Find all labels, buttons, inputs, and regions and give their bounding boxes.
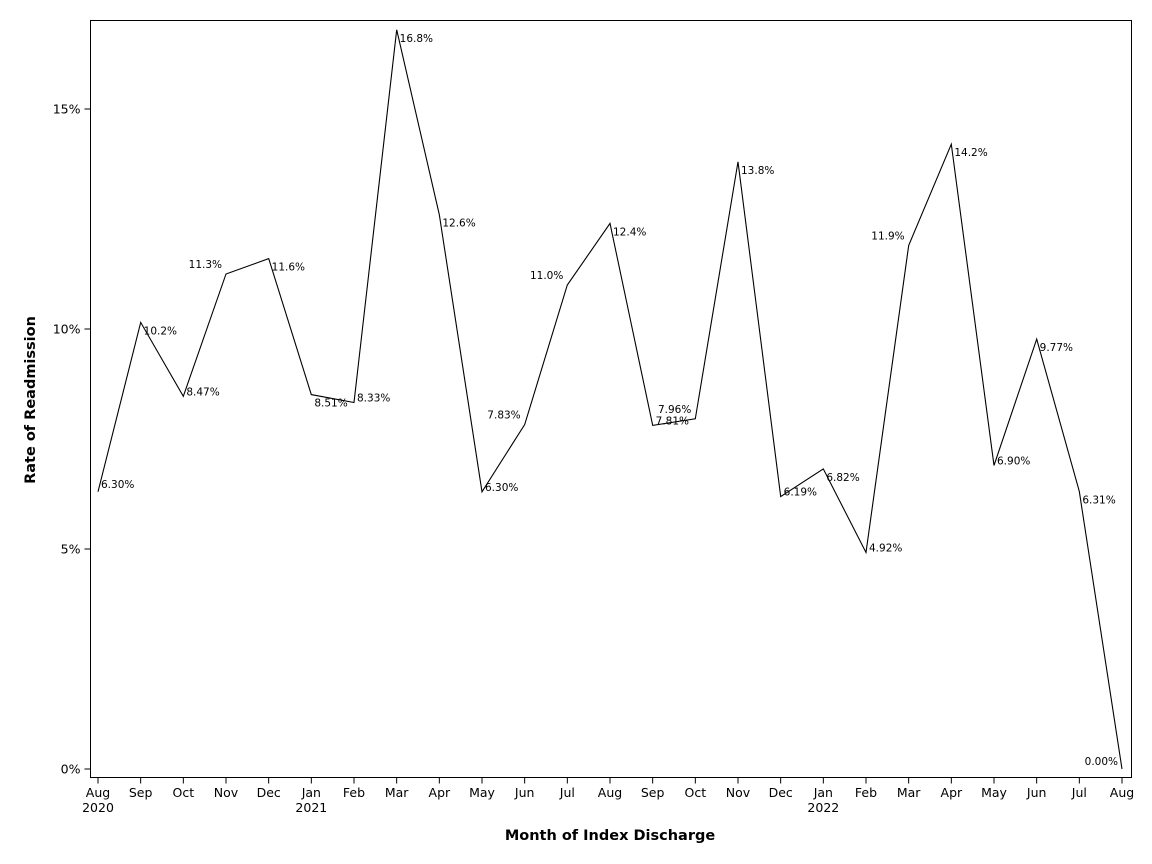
data-label: 16.8% <box>400 33 433 45</box>
x-tick-label-month: Mar <box>385 785 409 800</box>
x-tick-label-month: Nov <box>726 785 751 800</box>
x-tick-label-month: Jan <box>301 785 321 800</box>
x-tick-label-month: May <box>469 785 495 800</box>
x-tick-label-year: 2022 <box>807 800 839 815</box>
x-tick-label-month: Sep <box>129 785 153 800</box>
data-label: 6.82% <box>826 472 859 484</box>
data-label: 11.3% <box>189 259 222 271</box>
x-tick-label-month: Aug <box>598 785 622 800</box>
x-tick-label-month: Feb <box>855 785 877 800</box>
x-tick-label-month: Jun <box>1026 785 1047 800</box>
y-axis: 0% 5% 10% 15% <box>53 102 91 777</box>
x-tick-label-month: Mar <box>897 785 921 800</box>
x-tick-label-month: Aug <box>86 785 110 800</box>
x-tick-label-month: Apr <box>941 785 963 800</box>
x-tick-label-month: Oct <box>685 785 707 800</box>
data-label: 6.19% <box>784 487 817 499</box>
data-label: 13.8% <box>741 165 774 177</box>
data-label: 8.47% <box>186 386 219 398</box>
x-tick-label-month: May <box>981 785 1007 800</box>
data-label: 7.81% <box>656 415 689 427</box>
x-tick-label-month: Jun <box>514 785 535 800</box>
data-label: 8.51% <box>314 398 347 410</box>
x-tick-label-month: Sep <box>641 785 665 800</box>
data-label: 12.6% <box>442 218 475 230</box>
data-label: 0.00% <box>1085 756 1118 768</box>
x-tick-label-year: 2021 <box>295 800 327 815</box>
y-tick-label: 5% <box>61 542 81 557</box>
x-tick-label-month: Feb <box>343 785 365 800</box>
x-tick-label-month: Jan <box>813 785 833 800</box>
y-tick-label: 15% <box>53 102 81 117</box>
x-tick-label-year: 2020 <box>82 800 114 815</box>
data-label: 7.83% <box>487 409 520 421</box>
data-label: 6.30% <box>101 479 134 491</box>
x-tick-label-month: Nov <box>214 785 239 800</box>
y-axis-title: Rate of Readmission <box>23 316 39 484</box>
data-label: 14.2% <box>954 147 987 159</box>
data-label: 4.92% <box>869 543 902 555</box>
data-label: 12.4% <box>613 226 646 238</box>
data-labels: 6.30% 10.2% 8.47% 11.3% 11.6% 8.51% 8.33% 16.8%… <box>101 33 1118 768</box>
data-label: 6.90% <box>997 455 1030 467</box>
x-tick-label-month: Oct <box>173 785 195 800</box>
data-label: 11.9% <box>871 230 904 242</box>
y-tick-label: 10% <box>53 322 81 337</box>
data-label: 11.0% <box>530 270 563 282</box>
data-label: 6.30% <box>485 482 518 494</box>
x-tick-label-month: Dec <box>769 785 793 800</box>
data-label: 6.31% <box>1082 494 1115 506</box>
readmission-rate-line <box>97 29 1123 770</box>
x-tick-label-month: Apr <box>429 785 451 800</box>
x-tick-label-month: Jul <box>559 785 575 800</box>
data-label: 10.2% <box>144 325 177 337</box>
x-tick-label-month: Aug <box>1110 785 1134 800</box>
data-label: 9.77% <box>1040 342 1073 354</box>
data-label: 7.96% <box>658 404 691 416</box>
x-tick-label-month: Dec <box>257 785 281 800</box>
plot-frame <box>90 20 1132 778</box>
data-label: 8.33% <box>357 392 390 404</box>
y-tick-label: 0% <box>61 762 81 777</box>
x-tick-label-month: Jul <box>1071 785 1087 800</box>
data-label: 11.6% <box>272 262 305 274</box>
x-axis-title: Month of Index Discharge <box>505 828 716 844</box>
